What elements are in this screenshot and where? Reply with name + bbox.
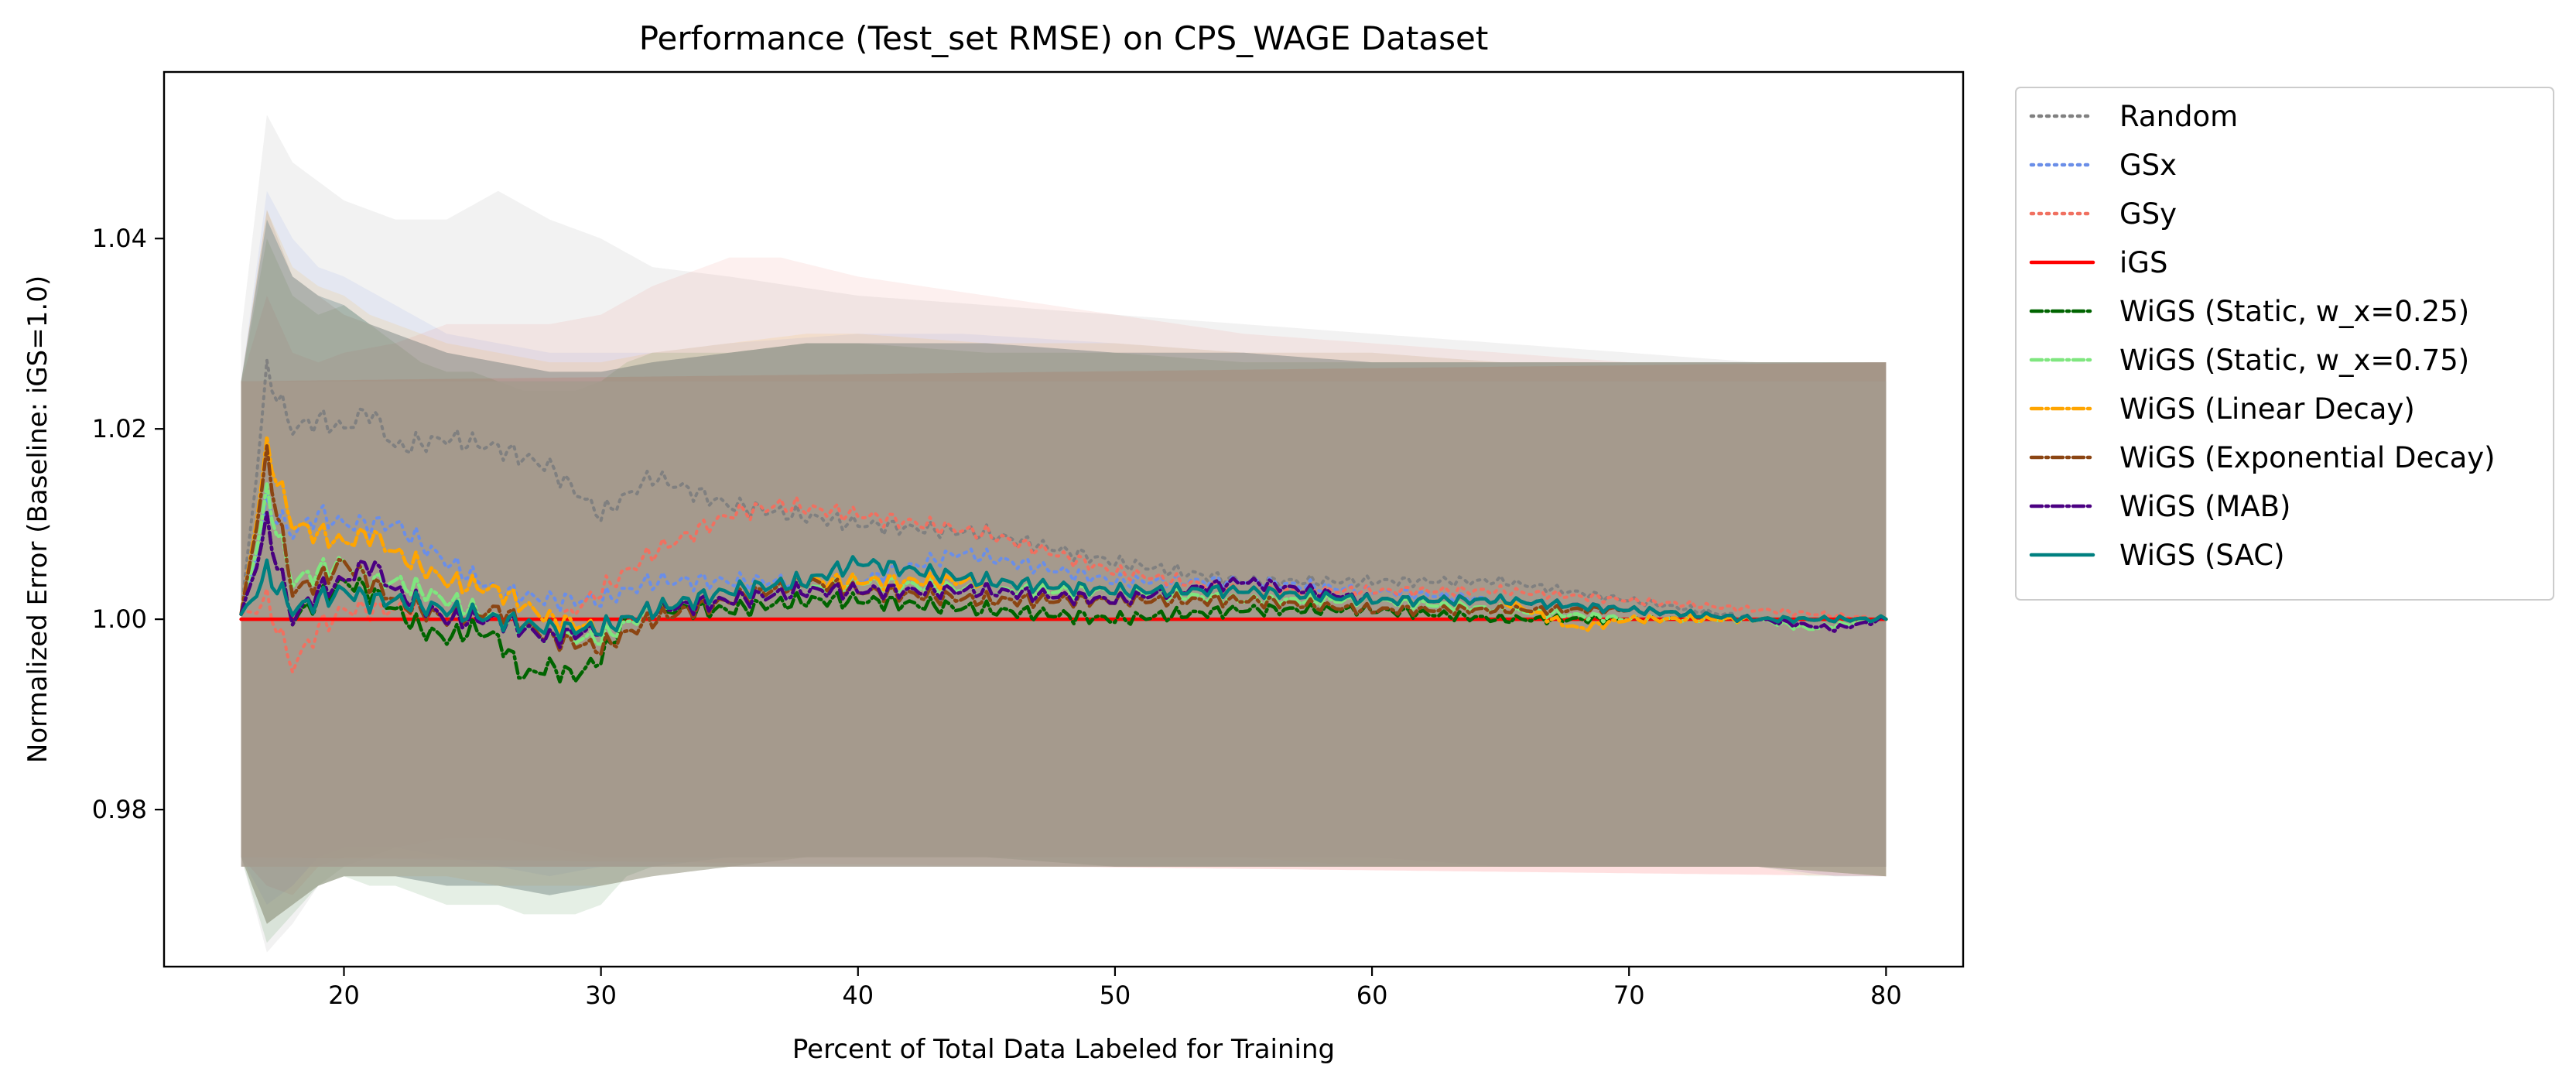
series-line-gsx [239,491,1888,625]
legend-label-wigs-mab: WiGS (MAB) [2119,490,2290,523]
y-axis-ticks: 0.98 1.00 1.02 1.04 [92,224,164,824]
legend-label-wigs-exponential-decay: WiGS (Exponential Decay) [2119,441,2496,474]
y-tick-label: 1.00 [92,604,147,634]
x-tick-label: 60 [1356,981,1388,1010]
x-tick-label: 20 [328,981,360,1010]
legend-items: Random GSx GSy iGS WiGS (Static, w_x=0.25) Wi… [2029,100,2496,572]
chart-title: Performance (Test_set RMSE) on CPS_WAGE … [639,19,1489,57]
x-axis-ticks: 20 30 40 50 60 70 80 [328,967,1902,1010]
x-tick-label: 50 [1100,981,1131,1010]
legend-box [2015,87,2554,601]
legend-label-igs: iGS [2119,246,2167,279]
confidence-bands [241,115,1887,953]
legend-label-wigs-static-w-x-0-25: WiGS (Static, w_x=0.25) [2119,295,2469,328]
series-line-wigs-sac [239,555,1888,642]
x-tick-label: 70 [1613,981,1645,1010]
legend: Random GSx GSy iGS WiGS (Static, w_x=0.25) Wi… [2015,87,2554,601]
plot-frame [162,70,1965,968]
x-axis-label: Percent of Total Data Labeled for Traini… [792,1034,1335,1065]
band-overlap-core [241,381,1887,867]
legend-label-wigs-sac: WiGS (SAC) [2119,539,2285,572]
y-tick-label: 1.04 [92,224,147,253]
y-tick-label: 0.98 [92,795,147,824]
x-tick-label: 30 [585,981,617,1010]
y-tick-label: 1.02 [92,414,147,443]
legend-label-wigs-static-w-x-0-75: WiGS (Static, w_x=0.75) [2119,344,2469,377]
x-tick-label: 40 [842,981,874,1010]
series-line-random [239,358,1888,625]
y-axis-label: Normalized Error (Baseline: iGS=1.0) [22,276,53,763]
legend-label-wigs-linear-decay: WiGS (Linear Decay) [2119,392,2415,426]
legend-label-gsy: GSy [2119,197,2177,231]
x-tick-label: 80 [1870,981,1902,1010]
legend-label-gsx: GSx [2119,149,2177,182]
series-lines [239,358,1888,684]
legend-label-random: Random [2119,100,2238,133]
